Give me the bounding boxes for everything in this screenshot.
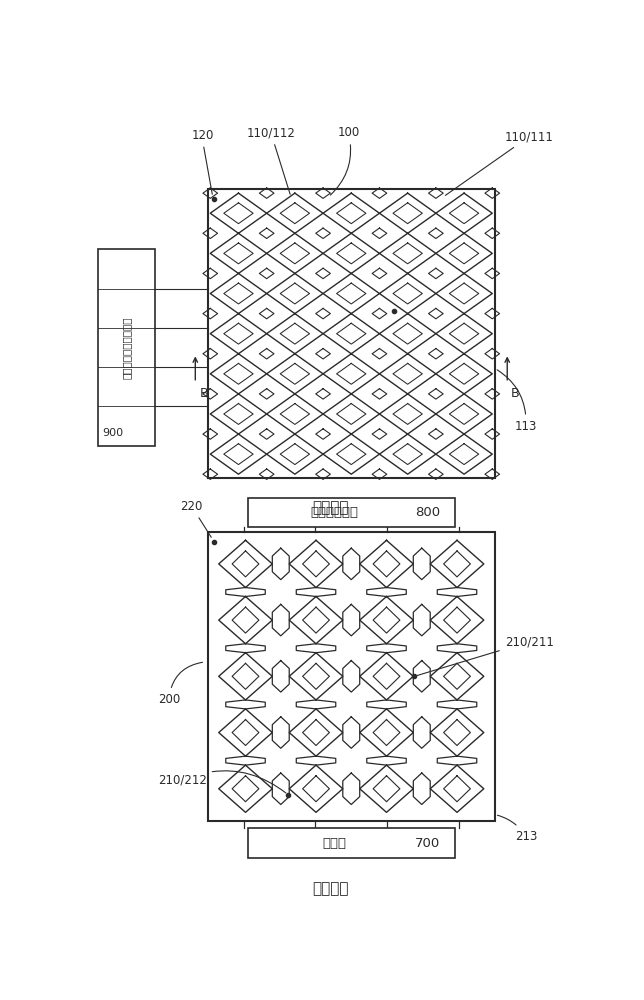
Text: B: B	[199, 387, 208, 400]
Bar	[248, 498, 455, 527]
Bar	[248, 828, 455, 858]
Bar	[208, 532, 495, 821]
Text: 210/211: 210/211	[417, 635, 554, 676]
Text: 图２－１: 图２－１	[312, 500, 348, 515]
Text: 700: 700	[415, 837, 440, 850]
Text: 220: 220	[180, 500, 211, 537]
Text: 120: 120	[192, 129, 214, 194]
Text: 213: 213	[497, 815, 537, 843]
Text: 900: 900	[102, 428, 123, 438]
Text: 110/112: 110/112	[247, 126, 296, 194]
Text: B: B	[511, 387, 520, 400]
Text: 200: 200	[158, 662, 202, 706]
Text: 图２－２: 图２－２	[312, 881, 348, 896]
Text: 113: 113	[497, 370, 537, 433]
Text: 800: 800	[415, 506, 440, 519]
Text: 传感信号侳测处理模块: 传感信号侳测处理模块	[122, 316, 131, 379]
Text: 直流源: 直流源	[323, 837, 346, 850]
Bar	[98, 249, 155, 446]
Text: 210/212: 210/212	[158, 771, 286, 793]
Bar	[208, 189, 495, 478]
Text: 100: 100	[330, 126, 359, 195]
Text: 110/111: 110/111	[446, 130, 554, 195]
Text: 激励信号模块: 激励信号模块	[311, 506, 359, 519]
